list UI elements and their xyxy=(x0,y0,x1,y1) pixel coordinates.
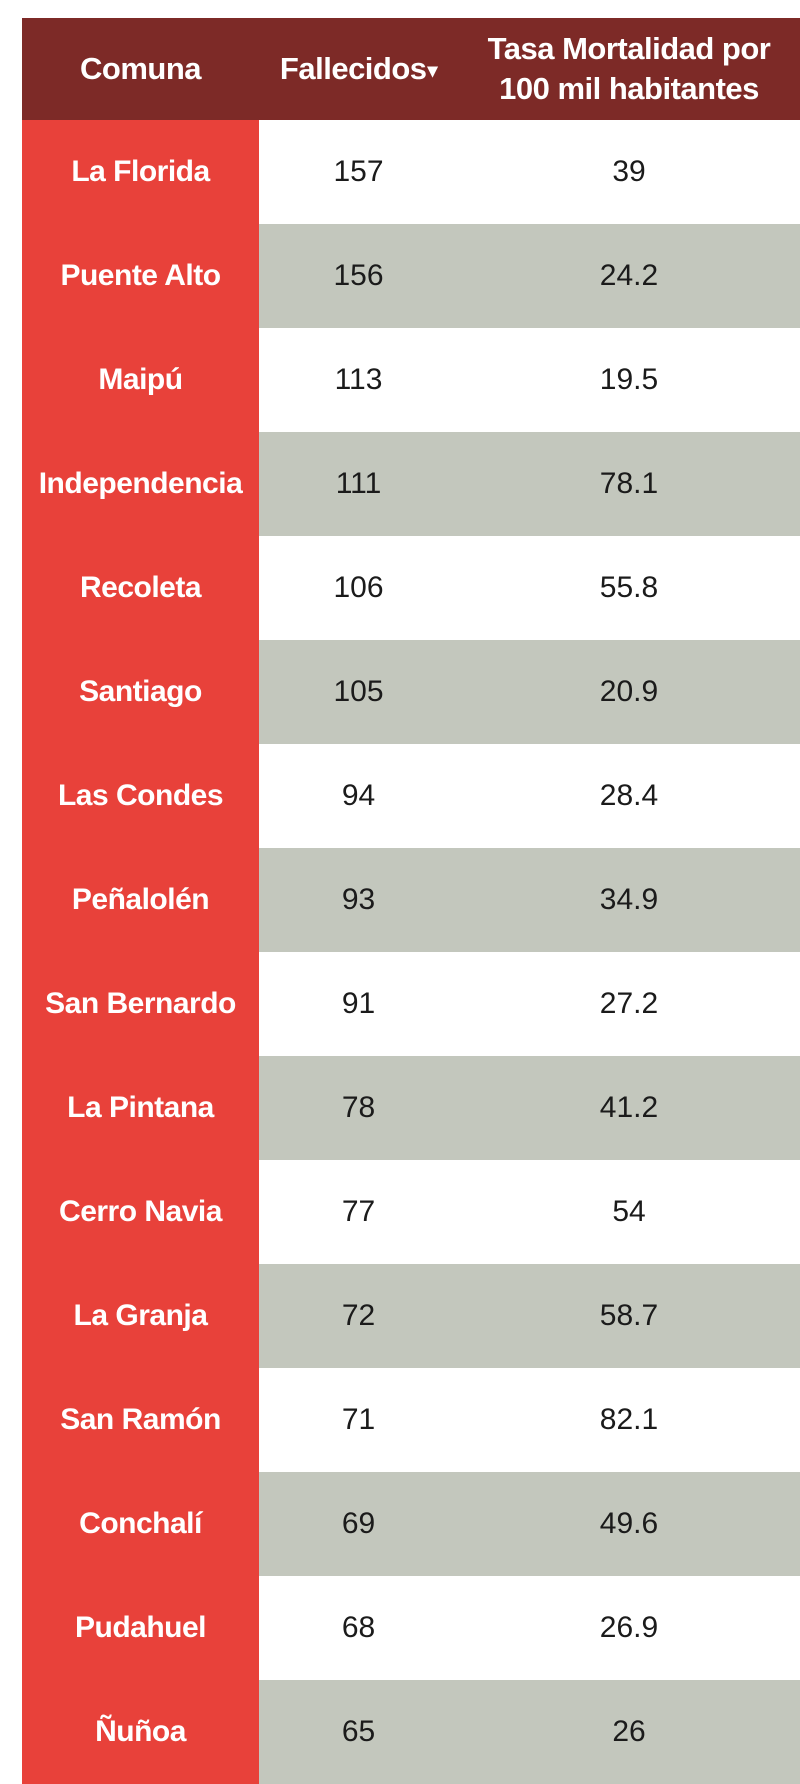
column-header-tasa-line1: Tasa Mortalidad por xyxy=(487,30,771,66)
cell-fallecidos: 105 xyxy=(259,640,458,744)
cell-tasa: 27.2 xyxy=(458,952,800,1056)
cell-tasa: 28.4 xyxy=(458,744,800,848)
table-row: Cerro Navia 77 54 xyxy=(22,1160,800,1264)
table-row: Santiago 105 20.9 xyxy=(22,640,800,744)
column-header-tasa-line2: 100 mil habitantes xyxy=(499,71,759,106)
column-header-comuna[interactable]: Comuna xyxy=(22,18,259,120)
cell-comuna: San Bernardo xyxy=(22,952,259,1056)
cell-fallecidos: 94 xyxy=(259,744,458,848)
cell-comuna: La Florida xyxy=(22,120,259,224)
cell-fallecidos: 93 xyxy=(259,848,458,952)
table-row: Las Condes 94 28.4 xyxy=(22,744,800,848)
cell-tasa: 78.1 xyxy=(458,432,800,536)
cell-tasa: 58.7 xyxy=(458,1264,800,1368)
cell-comuna: Las Condes xyxy=(22,744,259,848)
cell-tasa: 82.1 xyxy=(458,1368,800,1472)
cell-fallecidos: 77 xyxy=(259,1160,458,1264)
mortality-table-container: Comuna Fallecidos▾ Tasa Mortalidad por 1… xyxy=(22,18,800,1784)
sort-descending-icon: ▾ xyxy=(427,59,438,82)
mortality-table: Comuna Fallecidos▾ Tasa Mortalidad por 1… xyxy=(22,18,800,1784)
cell-fallecidos: 157 xyxy=(259,120,458,224)
cell-comuna: San Ramón xyxy=(22,1368,259,1472)
cell-tasa: 26 xyxy=(458,1680,800,1784)
table-row: Recoleta 106 55.8 xyxy=(22,536,800,640)
cell-comuna: Conchalí xyxy=(22,1472,259,1576)
cell-comuna: Santiago xyxy=(22,640,259,744)
cell-tasa: 20.9 xyxy=(458,640,800,744)
cell-comuna: Recoleta xyxy=(22,536,259,640)
cell-fallecidos: 156 xyxy=(259,224,458,328)
cell-tasa: 26.9 xyxy=(458,1576,800,1680)
column-header-fallecidos-label: Fallecidos xyxy=(279,50,427,86)
table-row: Puente Alto 156 24.2 xyxy=(22,224,800,328)
cell-comuna: Independencia xyxy=(22,432,259,536)
cell-comuna: Maipú xyxy=(22,328,259,432)
table-row: Conchalí 69 49.6 xyxy=(22,1472,800,1576)
table-header: Comuna Fallecidos▾ Tasa Mortalidad por 1… xyxy=(22,18,800,120)
cell-comuna: Pudahuel xyxy=(22,1576,259,1680)
cell-comuna: Cerro Navia xyxy=(22,1160,259,1264)
table-row: La Granja 72 58.7 xyxy=(22,1264,800,1368)
cell-fallecidos: 71 xyxy=(259,1368,458,1472)
table-row: San Ramón 71 82.1 xyxy=(22,1368,800,1472)
header-row: Comuna Fallecidos▾ Tasa Mortalidad por 1… xyxy=(22,18,800,120)
cell-fallecidos: 113 xyxy=(259,328,458,432)
table-row: La Pintana 78 41.2 xyxy=(22,1056,800,1160)
cell-fallecidos: 106 xyxy=(259,536,458,640)
table-row: Maipú 113 19.5 xyxy=(22,328,800,432)
column-header-tasa[interactable]: Tasa Mortalidad por 100 mil habitantes xyxy=(458,18,800,120)
cell-comuna: La Granja xyxy=(22,1264,259,1368)
table-row: Pudahuel 68 26.9 xyxy=(22,1576,800,1680)
cell-fallecidos: 68 xyxy=(259,1576,458,1680)
cell-tasa: 54 xyxy=(458,1160,800,1264)
table-row: Ñuñoa 65 26 xyxy=(22,1680,800,1784)
cell-fallecidos: 65 xyxy=(259,1680,458,1784)
table-body: La Florida 157 39 Puente Alto 156 24.2 Maipú 11… xyxy=(22,120,800,1784)
table-row: San Bernardo 91 27.2 xyxy=(22,952,800,1056)
column-header-fallecidos[interactable]: Fallecidos▾ xyxy=(259,18,458,120)
cell-comuna: Peñalolén xyxy=(22,848,259,952)
cell-tasa: 39 xyxy=(458,120,800,224)
cell-tasa: 34.9 xyxy=(458,848,800,952)
cell-tasa: 55.8 xyxy=(458,536,800,640)
cell-comuna: Ñuñoa xyxy=(22,1680,259,1784)
cell-fallecidos: 78 xyxy=(259,1056,458,1160)
cell-tasa: 41.2 xyxy=(458,1056,800,1160)
cell-tasa: 49.6 xyxy=(458,1472,800,1576)
table-row: Peñalolén 93 34.9 xyxy=(22,848,800,952)
table-row: Independencia 111 78.1 xyxy=(22,432,800,536)
cell-comuna: Puente Alto xyxy=(22,224,259,328)
column-header-comuna-label: Comuna xyxy=(80,50,202,86)
cell-fallecidos: 91 xyxy=(259,952,458,1056)
cell-fallecidos: 69 xyxy=(259,1472,458,1576)
cell-tasa: 19.5 xyxy=(458,328,800,432)
table-row: La Florida 157 39 xyxy=(22,120,800,224)
cell-comuna: La Pintana xyxy=(22,1056,259,1160)
cell-tasa: 24.2 xyxy=(458,224,800,328)
cell-fallecidos: 111 xyxy=(259,432,458,536)
cell-fallecidos: 72 xyxy=(259,1264,458,1368)
